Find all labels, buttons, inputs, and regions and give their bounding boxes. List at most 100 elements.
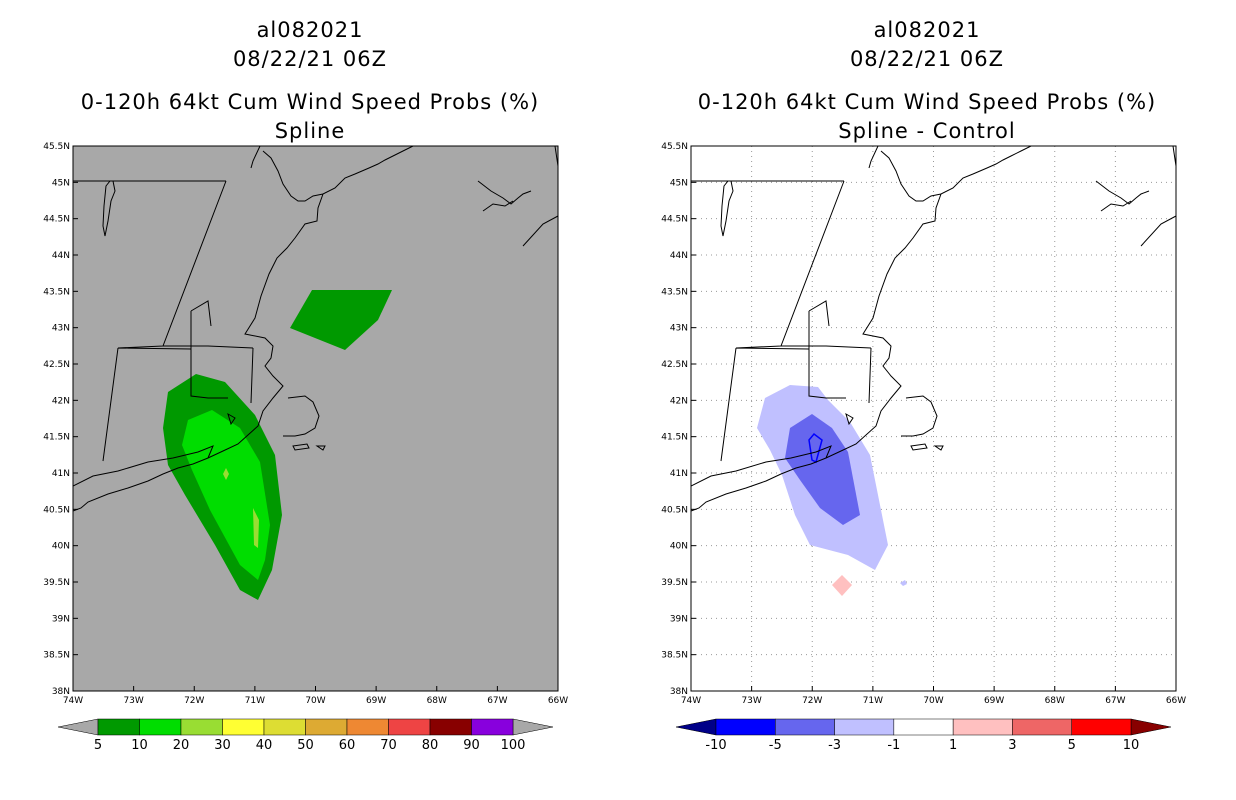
- colorbar-label: 60: [339, 738, 356, 753]
- lat-tick-label: 41N: [670, 469, 688, 479]
- colorbar-swatch: [346, 718, 389, 736]
- colorbar-swatch: [180, 718, 223, 736]
- lat-tick-label: 40N: [52, 542, 70, 552]
- right-diff-contours: [757, 385, 907, 596]
- lon-tick-label: 74W: [63, 696, 83, 706]
- colorbar-label: -5: [769, 738, 782, 753]
- left-lat-axis: 45.5N 45N 44.5N 44N 43.5N 43N 42.5N 42N 41.5N 41N…: [43, 142, 78, 697]
- lon-tick-label: 71W: [245, 696, 265, 706]
- lat-tick-label: 42.5N: [43, 360, 70, 370]
- lat-tick-label: 38.5N: [43, 651, 70, 661]
- colorbar-swatch: [834, 718, 895, 736]
- contour-5pct-gulf-of-maine: [290, 290, 392, 350]
- lon-tick-label: 69W: [366, 696, 386, 706]
- colorbar-high-arrow: [512, 718, 554, 736]
- colorbar-label: 1: [949, 738, 957, 753]
- lon-tick-label: 66W: [548, 696, 568, 706]
- lon-tick-label: 67W: [1105, 696, 1125, 706]
- contour-minus-small: [900, 580, 907, 586]
- left-lon-axis: 74W 73W 72W 71W 70W 69W 68W 67W 66W: [63, 686, 568, 706]
- right-map: 45.5N 45N 44.5N 44N 43.5N 43N 42.5N 42N 41.5N 41N…: [661, 142, 1186, 706]
- colorbar-swatch: [97, 718, 140, 736]
- lat-tick-label: 39N: [670, 614, 688, 624]
- colorbar-swatch: [1012, 718, 1072, 736]
- storm-id: al082021: [256, 18, 364, 42]
- left-map: 45.5N 45N 44.5N 44N 43.5N 43N 42.5N 42N 41.5N 41N…: [43, 142, 568, 706]
- forecast-time: 08/22/21 06Z: [849, 47, 1005, 71]
- left-panel-title: al082021 08/22/21 06Z 0-120h 64kt Cum Wi…: [60, 16, 560, 146]
- contour-10pct: [182, 410, 270, 580]
- lat-tick-label: 38.5N: [661, 651, 688, 661]
- colorbar-swatch: [893, 718, 954, 736]
- colorbar-label: 20: [173, 738, 190, 753]
- lon-tick-label: 69W: [984, 696, 1004, 706]
- lat-tick-label: 45N: [670, 178, 688, 188]
- colorbar-swatch: [305, 718, 348, 736]
- colorbar-swatch: [1071, 718, 1132, 736]
- colorbar-label: 50: [297, 738, 314, 753]
- lon-tick-label: 72W: [184, 696, 204, 706]
- lon-tick-label: 67W: [487, 696, 507, 706]
- lat-tick-label: 44.5N: [43, 215, 70, 225]
- colorbar-label: 100: [501, 738, 526, 753]
- left-colorbar: 5 10 20 30 40 50 60 70 80 90 100: [57, 718, 554, 753]
- colorbar-label: -10: [705, 738, 726, 753]
- colorbar-label: 10: [1123, 738, 1140, 753]
- colorbar-swatch: [263, 718, 306, 736]
- lat-tick-label: 41.5N: [661, 433, 688, 443]
- lat-tick-label: 45N: [52, 178, 70, 188]
- method-name: Spline: [274, 119, 346, 143]
- colorbar-label: -3: [828, 738, 841, 753]
- lat-tick-label: 45.5N: [661, 142, 688, 152]
- lat-tick-label: 43.5N: [43, 287, 70, 297]
- lon-tick-label: 74W: [681, 696, 701, 706]
- colorbar-label: 70: [380, 738, 397, 753]
- lon-tick-label: 68W: [427, 696, 447, 706]
- colorbar-label: 10: [131, 738, 148, 753]
- contour-minus3-to-minus5: [785, 414, 860, 525]
- colorbar-swatch: [715, 718, 776, 736]
- lon-tick-label: 71W: [863, 696, 883, 706]
- lat-tick-label: 40N: [670, 542, 688, 552]
- colorbar-swatch: [222, 718, 265, 736]
- right-lat-axis: 45.5N 45N 44.5N 44N 43.5N 43N 42.5N 42N 41.5N 41N…: [661, 142, 696, 697]
- colorbar-swatch: [139, 718, 182, 736]
- storm-id: al082021: [873, 18, 981, 42]
- right-lon-axis: 74W 73W 72W 71W 70W 69W 68W 67W 66W: [681, 686, 1186, 706]
- lat-tick-label: 43.5N: [661, 287, 688, 297]
- lat-tick-label: 41N: [52, 469, 70, 479]
- lat-tick-label: 39.5N: [661, 578, 688, 588]
- lat-tick-label: 44N: [52, 251, 70, 261]
- lat-tick-label: 42N: [52, 396, 70, 406]
- colorbar-label: 5: [1068, 738, 1076, 753]
- lat-tick-label: 45.5N: [43, 142, 70, 152]
- lat-tick-label: 41.5N: [43, 433, 70, 443]
- contour-20pct-a: [253, 508, 259, 548]
- colorbar-swatch: [775, 718, 835, 736]
- lat-tick-label: 40.5N: [661, 505, 688, 515]
- colorbar-label: 40: [256, 738, 273, 753]
- lon-tick-label: 72W: [802, 696, 822, 706]
- product-name: 0-120h 64kt Cum Wind Speed Probs (%): [697, 90, 1157, 114]
- left-prob-contours: [163, 290, 392, 600]
- lon-tick-label: 73W: [123, 696, 143, 706]
- lon-tick-label: 68W: [1045, 696, 1065, 706]
- lat-tick-label: 43N: [52, 324, 70, 334]
- colorbar-label: 30: [214, 738, 231, 753]
- colorbar-label: 3: [1008, 738, 1016, 753]
- colorbar-low-arrow: [57, 718, 99, 736]
- lat-tick-label: 38N: [670, 687, 688, 697]
- right-panel-title: al082021 08/22/21 06Z 0-120h 64kt Cum Wi…: [677, 16, 1177, 146]
- lat-tick-label: 40.5N: [43, 505, 70, 515]
- right-colorbar: -10 -5 -3 -1 1 3 5 10: [675, 718, 1172, 753]
- lat-tick-label: 42N: [670, 396, 688, 406]
- colorbar-label: 80: [422, 738, 439, 753]
- colorbar-swatch: [471, 718, 514, 736]
- lon-tick-label: 70W: [305, 696, 325, 706]
- lon-tick-label: 66W: [1166, 696, 1186, 706]
- lat-tick-label: 39N: [52, 614, 70, 624]
- lon-tick-label: 70W: [923, 696, 943, 706]
- colorbar-label: 90: [463, 738, 480, 753]
- colorbar-label: 5: [94, 738, 102, 753]
- lat-tick-label: 44N: [670, 251, 688, 261]
